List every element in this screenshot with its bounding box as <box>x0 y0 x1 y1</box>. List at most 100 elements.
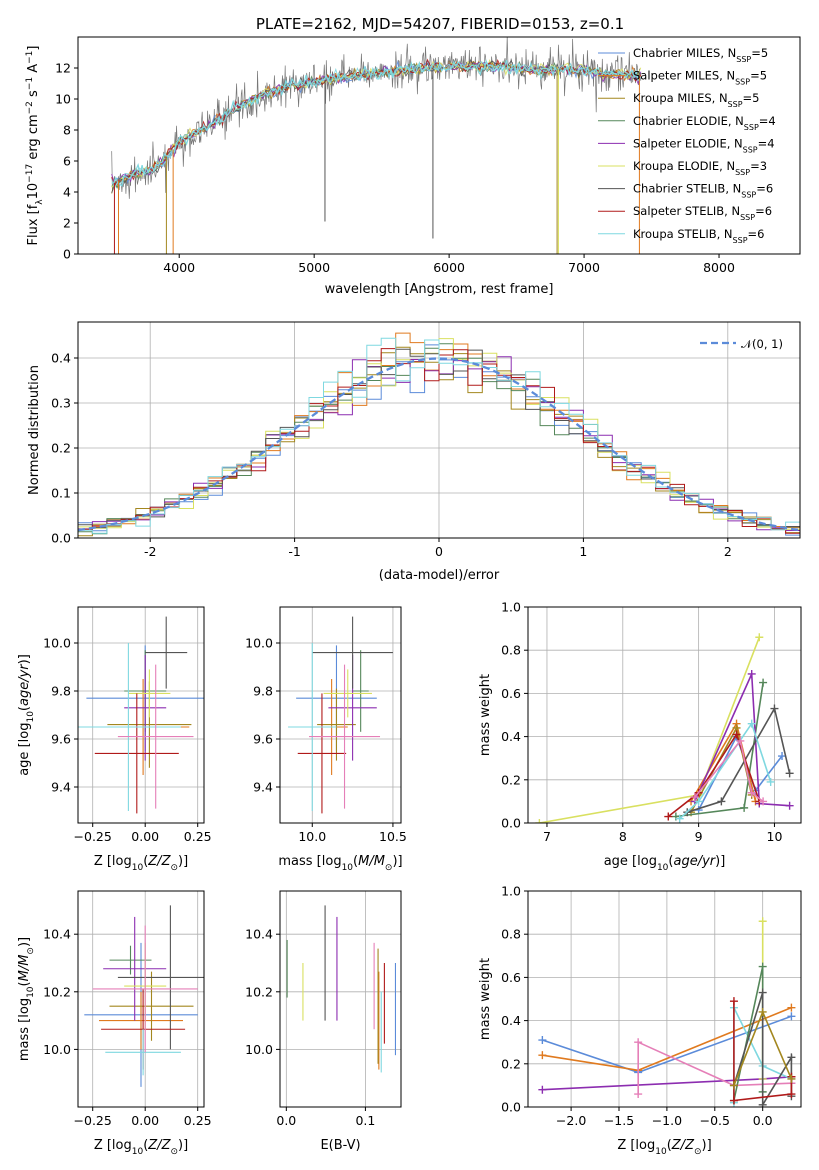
weight-marker <box>634 1038 643 1047</box>
plot-area <box>286 905 397 1073</box>
plot-area <box>535 633 794 823</box>
x-axis-label: mass [log10(M/M⊙)] <box>278 854 402 873</box>
x-axis-label: Z [log10(Z/Z⊙)] <box>94 1138 188 1157</box>
y-tick-label: 0.6 <box>501 686 521 701</box>
plot-area <box>288 616 393 814</box>
panel-weight-vs-Z: −2.0 −1.5 −1.0 −0.5 0.0 0.0 0.2 0.4 0.6 0.8 1.0 Z [… <box>478 884 802 1157</box>
weight-series <box>690 736 768 806</box>
panel-weight-vs-age: 7 8 9 10 0.0 0.2 0.4 0.6 0.8 1.0 age [log10(age/yr… <box>478 600 802 873</box>
x-tick-label: -2 <box>144 544 156 559</box>
y-tick-label: 0.3 <box>51 396 71 411</box>
y-tick-label: 0.8 <box>501 643 521 658</box>
legend-entry: Salpeter MILES, NSSP=5 <box>633 69 767 87</box>
legend-entry: Kroupa MILES, NSSP=5 <box>633 91 759 109</box>
x-tick-label: 0.0 <box>276 1113 296 1128</box>
legend-entry: Salpeter STELIB, NSSP=6 <box>633 204 772 222</box>
errorbar-point <box>288 643 337 811</box>
y-tick-label: 4 <box>63 185 71 200</box>
weight-marker <box>758 988 767 997</box>
x-tick-label: −2.0 <box>556 1113 586 1128</box>
spectrum-model-line <box>111 59 642 188</box>
weight-marker <box>538 1036 547 1045</box>
y-tick-label: 2 <box>63 216 71 231</box>
spectrum-model-line <box>111 60 642 194</box>
weight-marker <box>694 797 703 806</box>
weight-marker <box>787 1012 796 1021</box>
y-tick-label: 0.2 <box>51 441 71 456</box>
x-tick-label: 0.25 <box>184 1113 212 1128</box>
x-tick-label: 5000 <box>298 260 330 275</box>
x-tick-label: 0.1 <box>355 1113 375 1128</box>
y-tick-label: 10.4 <box>43 927 71 942</box>
y-tick-label: 0.6 <box>501 970 521 985</box>
y-axis-label: mass weight <box>478 674 493 756</box>
x-axis-label: age [log10(age/yr)] <box>604 854 726 873</box>
weight-marker <box>747 788 756 797</box>
weight-marker <box>535 819 544 823</box>
weight-marker <box>747 719 756 728</box>
errorbar-point <box>128 669 171 718</box>
residual-legend: 𝒩(0, 1) <box>700 337 783 351</box>
x-tick-label: 2 <box>724 544 732 559</box>
y-tick-label: 10.2 <box>43 984 71 999</box>
errorbar-point <box>109 945 152 975</box>
panel-age-vs-mass: 10.0 10.5 9.4 9.6 9.8 10.0 mass [log10(M/M⊙)] <box>245 606 407 873</box>
weight-series <box>671 678 768 821</box>
panel-mass-vs-EBV: 0.0 0.1 10.0 10.2 10.4 E(B-V) <box>245 890 402 1153</box>
y-tick-label: 9.6 <box>51 732 71 747</box>
axes-frame <box>527 606 802 824</box>
y-tick-label: 12 <box>55 61 71 76</box>
y-tick-label: 9.4 <box>253 780 273 795</box>
y-tick-label: 9.4 <box>51 780 71 795</box>
axes-frame <box>77 606 205 824</box>
errorbar-point <box>317 688 356 761</box>
weight-marker <box>758 1007 767 1016</box>
errorbar-point <box>109 971 194 1041</box>
axes-frame <box>77 36 801 255</box>
weight-marker <box>758 962 767 971</box>
y-tick-label: 0.4 <box>501 729 521 744</box>
x-tick-label: -1 <box>288 544 300 559</box>
y-tick-label: 10.0 <box>245 636 273 651</box>
weight-marker <box>770 704 779 713</box>
spectrum-legend: Chabrier MILES, NSSP=5 Salpeter MILES, NS… <box>598 46 776 244</box>
axes-frame <box>527 890 802 1108</box>
y-tick-label: 0.2 <box>501 1056 521 1071</box>
x-tick-label: −0.5 <box>700 1113 730 1128</box>
x-tick-label: 10.0 <box>298 829 326 844</box>
y-tick-label: 0 <box>63 247 71 262</box>
weight-line <box>679 721 772 820</box>
weight-marker <box>664 812 673 821</box>
x-axis-label: wavelength [Angstrom, rest frame] <box>325 282 554 297</box>
weight-marker <box>675 814 684 823</box>
x-tick-label: −1.0 <box>652 1113 682 1128</box>
weight-marker <box>538 1085 547 1094</box>
weight-series <box>729 1007 796 1090</box>
weight-marker <box>729 1096 738 1105</box>
weight-series <box>535 633 764 823</box>
legend-entry: Kroupa STELIB, NSSP=6 <box>633 227 764 245</box>
weight-marker <box>759 678 768 687</box>
axes-frame <box>279 606 402 824</box>
spectrum-model-line <box>111 61 641 190</box>
errorbar-point <box>323 669 372 718</box>
x-tick-label: 6000 <box>433 260 465 275</box>
y-tick-label: 0.0 <box>501 816 521 831</box>
axes-frame <box>77 890 205 1108</box>
x-tick-label: 0.25 <box>184 829 212 844</box>
weight-marker <box>787 1053 796 1062</box>
y-tick-label: 1.0 <box>501 884 521 899</box>
spectrum-model-line <box>111 60 642 183</box>
y-tick-label: 0.4 <box>51 351 71 366</box>
plot-area <box>78 332 800 537</box>
x-axis-label: Z [log10(Z/Z⊙)] <box>617 1138 711 1157</box>
x-tick-label: 4000 <box>163 260 195 275</box>
weight-series <box>675 719 775 823</box>
weight-marker <box>758 1100 767 1107</box>
weight-marker <box>755 633 764 642</box>
weight-line <box>667 732 761 818</box>
errorbar-point <box>78 643 181 811</box>
weight-marker <box>759 797 768 806</box>
spectrum-model-line <box>111 59 641 185</box>
errorbar-point <box>297 693 347 814</box>
